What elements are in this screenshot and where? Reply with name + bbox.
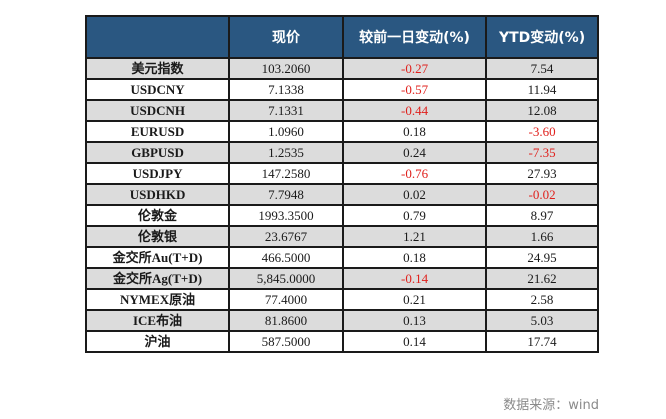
row-ytd-change-cell: 12.08 <box>485 99 599 122</box>
row-name-cell: USDHKD <box>84 183 231 206</box>
row-price-cell: 7.1338 <box>228 78 344 101</box>
row-price-cell: 1.0960 <box>228 120 344 143</box>
row-day-change-cell: 0.79 <box>341 204 488 227</box>
row-name-cell: 金交所Au(T+D) <box>84 246 231 269</box>
row-price-cell: 466.5000 <box>228 246 344 269</box>
row-ytd-change-cell: 24.95 <box>485 246 599 269</box>
header-day-change: 较前一日变动(%) <box>341 15 488 59</box>
row-ytd-change-cell: -0.02 <box>485 183 599 206</box>
row-name-cell: 伦敦银 <box>84 225 231 248</box>
table-row: USDCNY 7.1338 -0.57 11.94 <box>84 78 599 101</box>
row-ytd-change-cell: 17.74 <box>485 330 599 353</box>
market-data-table: 现价 较前一日变动(%) YTD变动(%) 美元指数 103.2060 -0.27 7… <box>84 15 599 353</box>
row-ytd-change-cell: 11.94 <box>485 78 599 101</box>
row-name-cell: USDJPY <box>84 162 231 185</box>
row-day-change-cell: 0.14 <box>341 330 488 353</box>
row-name-cell: USDCNY <box>84 78 231 101</box>
row-day-change-cell: 0.21 <box>341 288 488 311</box>
row-name-cell: 金交所Ag(T+D) <box>84 267 231 290</box>
row-name-cell: USDCNH <box>84 99 231 122</box>
header-ytd-change: YTD变动(%) <box>485 15 599 59</box>
row-price-cell: 1993.3500 <box>228 204 344 227</box>
row-day-change-cell: -0.57 <box>341 78 488 101</box>
table-row: 伦敦银 23.6767 1.21 1.66 <box>84 225 599 248</box>
row-name-cell: EURUSD <box>84 120 231 143</box>
table-row: ICE布油 81.8600 0.13 5.03 <box>84 309 599 332</box>
row-day-change-cell: -0.14 <box>341 267 488 290</box>
row-day-change-cell: -0.44 <box>341 99 488 122</box>
market-table-container: 现价 较前一日变动(%) YTD变动(%) 美元指数 103.2060 -0.27 7… <box>84 15 599 353</box>
row-name-cell: 沪油 <box>84 330 231 353</box>
table-row: 金交所Ag(T+D) 5,845.0000 -0.14 21.62 <box>84 267 599 290</box>
header-name <box>84 15 231 59</box>
table-row: USDCNH 7.1331 -0.44 12.08 <box>84 99 599 122</box>
table-row: USDHKD 7.7948 0.02 -0.02 <box>84 183 599 206</box>
row-price-cell: 1.2535 <box>228 141 344 164</box>
row-price-cell: 7.1331 <box>228 99 344 122</box>
row-ytd-change-cell: 2.58 <box>485 288 599 311</box>
row-price-cell: 147.2580 <box>228 162 344 185</box>
table-header-row: 现价 较前一日变动(%) YTD变动(%) <box>84 15 599 59</box>
row-price-cell: 7.7948 <box>228 183 344 206</box>
row-day-change-cell: 0.13 <box>341 309 488 332</box>
row-ytd-change-cell: 1.66 <box>485 225 599 248</box>
row-name-cell: 美元指数 <box>84 57 231 80</box>
table-row: EURUSD 1.0960 0.18 -3.60 <box>84 120 599 143</box>
row-day-change-cell: 0.02 <box>341 183 488 206</box>
row-ytd-change-cell: 8.97 <box>485 204 599 227</box>
row-price-cell: 5,845.0000 <box>228 267 344 290</box>
table-row: 金交所Au(T+D) 466.5000 0.18 24.95 <box>84 246 599 269</box>
row-day-change-cell: -0.76 <box>341 162 488 185</box>
table-row: NYMEX原油 77.4000 0.21 2.58 <box>84 288 599 311</box>
table-row: USDJPY 147.2580 -0.76 27.93 <box>84 162 599 185</box>
row-ytd-change-cell: 21.62 <box>485 267 599 290</box>
row-day-change-cell: 0.18 <box>341 120 488 143</box>
row-day-change-cell: 0.18 <box>341 246 488 269</box>
header-price: 现价 <box>228 15 344 59</box>
row-name-cell: NYMEX原油 <box>84 288 231 311</box>
row-price-cell: 103.2060 <box>228 57 344 80</box>
table-row: GBPUSD 1.2535 0.24 -7.35 <box>84 141 599 164</box>
row-price-cell: 77.4000 <box>228 288 344 311</box>
row-price-cell: 81.8600 <box>228 309 344 332</box>
row-ytd-change-cell: 7.54 <box>485 57 599 80</box>
table-row: 沪油 587.5000 0.14 17.74 <box>84 330 599 353</box>
row-day-change-cell: 0.24 <box>341 141 488 164</box>
data-source-note: 数据来源：wind <box>503 398 599 413</box>
row-ytd-change-cell: -3.60 <box>485 120 599 143</box>
table-row: 伦敦金 1993.3500 0.79 8.97 <box>84 204 599 227</box>
row-price-cell: 587.5000 <box>228 330 344 353</box>
row-name-cell: GBPUSD <box>84 141 231 164</box>
row-name-cell: ICE布油 <box>84 309 231 332</box>
row-price-cell: 23.6767 <box>228 225 344 248</box>
row-ytd-change-cell: 27.93 <box>485 162 599 185</box>
row-ytd-change-cell: -7.35 <box>485 141 599 164</box>
table-row: 美元指数 103.2060 -0.27 7.54 <box>84 57 599 80</box>
row-ytd-change-cell: 5.03 <box>485 309 599 332</box>
row-day-change-cell: -0.27 <box>341 57 488 80</box>
row-name-cell: 伦敦金 <box>84 204 231 227</box>
row-day-change-cell: 1.21 <box>341 225 488 248</box>
